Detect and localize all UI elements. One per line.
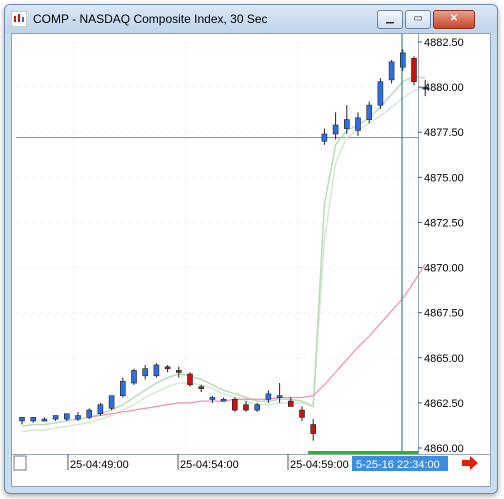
- y-tick-label: 4880.00: [424, 82, 464, 94]
- candle-body: [164, 366, 171, 370]
- y-tick-label: 4877.50: [424, 127, 464, 139]
- candle-body: [220, 398, 227, 402]
- candle-body: [108, 395, 115, 409]
- candle-body: [321, 133, 328, 142]
- y-tick-label: 4882.50: [424, 37, 464, 49]
- candle-body: [399, 52, 406, 68]
- cursor-time-label: 5-25-16 22:34:00: [356, 459, 440, 471]
- maximize-button[interactable]: ▭: [405, 10, 431, 29]
- candle-body: [30, 417, 37, 422]
- candle-body: [75, 415, 81, 420]
- y-tick-label: 4860.00: [424, 443, 464, 455]
- candle-body: [388, 61, 395, 81]
- candle-body: [86, 409, 92, 418]
- x-tick-label: 25-04:54:00: [180, 459, 239, 471]
- candle-body: [187, 373, 193, 386]
- y-tick-label: 4867.50: [424, 308, 464, 320]
- candle-body: [198, 386, 204, 389]
- candle-body: [287, 400, 294, 407]
- y-tick-label: 4865.00: [424, 353, 464, 365]
- candlestick-chart[interactable]: 4882.50 4880.00 4877.50 4875.00 4872.50 4870.…: [12, 34, 490, 486]
- candle-body: [411, 57, 417, 82]
- candle-body: [52, 415, 59, 420]
- y-tick-label: 4870.00: [424, 263, 464, 275]
- y-tick-label: 4875.00: [424, 172, 464, 184]
- candle-body: [97, 404, 104, 415]
- y-tick-label: 4862.50: [424, 398, 464, 410]
- chart-client-area[interactable]: 4882.50 4880.00 4877.50 4875.00 4872.50 4870.…: [11, 33, 491, 487]
- candle-body: [422, 86, 429, 90]
- y-tick-label: 4872.50: [424, 217, 464, 229]
- x-tick-label: 25-04:49:00: [70, 459, 129, 471]
- minimize-button[interactable]: ▁: [377, 10, 403, 29]
- cursor-time-highlight: [352, 456, 448, 471]
- scroll-right-arrow-icon[interactable]: [462, 456, 478, 470]
- candle-body: [120, 380, 126, 396]
- candle-body: [176, 370, 182, 373]
- candle-body: [299, 409, 305, 418]
- candle-body: [41, 418, 48, 422]
- candle-body: [366, 104, 373, 120]
- candle-body: [254, 404, 260, 411]
- title-bar[interactable]: COMP - NASDAQ Composite Index, 30 Sec ▁ …: [5, 5, 497, 33]
- close-button[interactable]: ✕: [433, 10, 475, 29]
- x-axis-scroll-box: [13, 455, 27, 471]
- candle-body: [153, 364, 160, 377]
- candle-body: [19, 417, 25, 422]
- ma-long-line: [89, 263, 426, 418]
- candle-body: [343, 119, 350, 129]
- candle-body: [276, 395, 283, 398]
- window-title: COMP - NASDAQ Composite Index, 30 Sec: [33, 12, 268, 26]
- candle-body: [63, 413, 70, 420]
- candle-body: [232, 398, 238, 411]
- candle-body: [377, 81, 384, 106]
- chart-window: COMP - NASDAQ Composite Index, 30 Sec ▁ …: [4, 4, 498, 494]
- x-tick-label: 25-04:59:00: [290, 459, 349, 471]
- candle-body: [310, 424, 317, 434]
- candle-body: [265, 393, 272, 400]
- candle-body: [332, 124, 339, 135]
- candle-body: [243, 404, 249, 411]
- candle-body: [142, 368, 148, 377]
- candle-body: [131, 370, 137, 384]
- chart-app-icon: [11, 11, 27, 27]
- candle-body: [355, 117, 361, 131]
- candle-body: [209, 397, 216, 400]
- time-range-bar: [308, 451, 418, 454]
